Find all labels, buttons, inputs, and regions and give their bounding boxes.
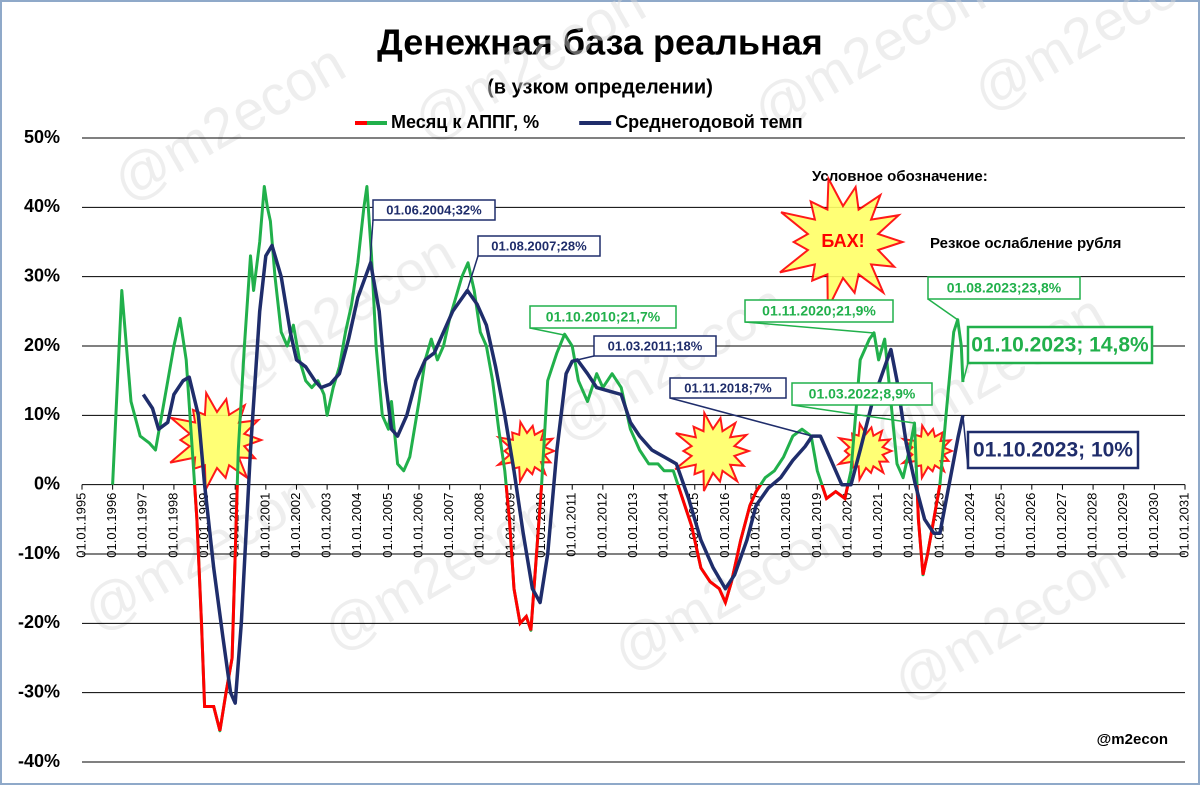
y-tick-label: 10% [24, 404, 60, 424]
chart-subtitle: (в узком определении) [487, 76, 713, 98]
annotation-box [593, 335, 717, 357]
x-tick-label: 01.01.2001 [257, 493, 272, 558]
legend-note-text: Резкое ослабление рубля [930, 235, 1121, 252]
y-tick-label: -30% [18, 681, 60, 701]
x-tick-label: 01.01.2019 [809, 493, 824, 558]
burst [779, 174, 906, 310]
legend-label: Месяц к АППГ, % [391, 112, 539, 132]
annotation: 01.03.2022;8,9% [809, 386, 916, 402]
x-tick-label: 01.01.1996 [104, 493, 119, 558]
annotation-arrow [669, 397, 813, 437]
legend-item: Среднегодовой темп [579, 112, 803, 132]
y-tick-label: 50% [24, 127, 60, 147]
annotation: 01.11.2020;21,9% [762, 303, 876, 319]
x-tick-label: 01.01.2014 [656, 493, 671, 558]
annotation: 01.08.2007;28% [491, 238, 587, 253]
x-tick-label: 01.01.2002 [288, 493, 303, 558]
annotation-box [477, 235, 601, 257]
x-tick-label: 01.01.2003 [319, 493, 334, 558]
annotation: 01.11.2018;7% [684, 380, 772, 395]
x-tick-label: 01.01.2012 [594, 493, 609, 558]
y-tick-label: 30% [24, 265, 60, 285]
x-tick-label: 01.01.2016 [717, 493, 732, 558]
x-tick-label: 01.01.1998 [165, 493, 180, 558]
x-tick-label: 01.01.1995 [73, 493, 88, 558]
annotation: 01.10.2023; 14,8% [971, 334, 1149, 357]
series-line [141, 243, 965, 705]
x-tick-label: 01.01.2025 [993, 493, 1008, 558]
annotation-box [927, 276, 1081, 300]
legend-label: Среднегодовой темп [615, 112, 802, 132]
x-tick-label: 01.01.2030 [1146, 493, 1161, 558]
x-tick-label: 01.01.2029 [1115, 493, 1130, 558]
annotation-box [529, 305, 677, 329]
x-tick-label: 01.01.2027 [1054, 493, 1069, 558]
x-tick-label: 01.01.2024 [962, 493, 977, 558]
annotation-arrow [466, 255, 479, 292]
burst [674, 409, 752, 492]
x-tick-label: 01.01.2021 [870, 493, 885, 558]
x-tick-label: 01.01.1997 [135, 493, 150, 558]
x-tick-label: 01.01.2013 [625, 493, 640, 558]
annotation: 01.06.2004;32% [386, 202, 482, 217]
series-line-negative [193, 485, 942, 732]
annotation: 01.10.2023; 10% [973, 439, 1133, 462]
annotation-arrow [529, 327, 565, 336]
annotation-arrow [962, 362, 969, 383]
y-tick-label: -10% [18, 543, 60, 563]
annotation-arrow [791, 404, 915, 424]
x-tick-label: 01.01.2005 [380, 493, 395, 558]
x-tick-label: 01.01.2017 [747, 493, 762, 558]
legend-item: Месяц к АППГ, % [355, 112, 539, 132]
annotation-arrow [744, 321, 875, 334]
x-tick-label: 01.01.2011 [564, 493, 579, 557]
y-tick-label: 40% [24, 196, 60, 216]
y-tick-label: -40% [18, 751, 60, 771]
x-tick-label: 01.01.2031 [1176, 493, 1191, 558]
x-tick-label: 01.01.2004 [349, 493, 364, 558]
x-tick-label: 01.01.2022 [901, 493, 916, 558]
annotation-box [372, 199, 496, 221]
x-tick-label: 01.01.2008 [472, 493, 487, 558]
annotation-arrow [576, 355, 595, 361]
annotation-arrow [927, 298, 959, 321]
annotation-box [966, 325, 1154, 365]
annotation-box [744, 299, 894, 323]
annotation-box [966, 430, 1140, 470]
x-tick-label: 01.01.2007 [441, 493, 456, 558]
legend-note-symbol: БАХ! [821, 231, 864, 251]
annotation: 01.10.2010;21,7% [546, 309, 661, 325]
y-tick-label: 20% [24, 335, 60, 355]
burst [835, 420, 895, 484]
legend-note-title: Условное обозначение: [812, 168, 988, 185]
x-tick-label: 01.01.2018 [778, 493, 793, 558]
credit: @m2econ [1097, 731, 1168, 748]
annotation-box [669, 377, 787, 399]
annotation: 01.08.2023;23,8% [947, 280, 1062, 296]
annotation-arrow [369, 219, 374, 264]
burst [494, 418, 557, 485]
y-tick-label: 0% [34, 473, 60, 493]
x-tick-label: 01.01.2028 [1085, 493, 1100, 558]
y-tick-label: -20% [18, 612, 60, 632]
chart-title: Денежная база реальная [377, 22, 823, 63]
annotation: 01.03.2011;18% [608, 338, 703, 353]
x-tick-label: 01.01.2026 [1023, 493, 1038, 558]
annotation-box [791, 382, 933, 406]
x-tick-label: 01.01.2006 [410, 493, 425, 558]
x-tick-label: 01.01.2020 [839, 493, 854, 558]
